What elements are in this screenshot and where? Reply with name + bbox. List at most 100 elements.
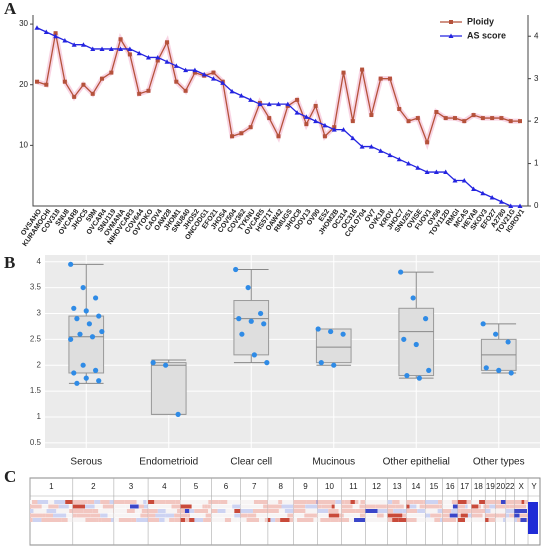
heat-cell — [517, 518, 521, 522]
heat-cell — [148, 504, 162, 509]
heat-cell — [202, 504, 205, 509]
heat-cell — [175, 500, 181, 504]
heat-cell — [489, 504, 496, 509]
heat-cell — [85, 504, 95, 509]
heat-cell — [470, 509, 472, 513]
heat-cell — [485, 504, 490, 509]
heat-cell — [430, 513, 442, 518]
ploidy-marker — [183, 88, 188, 93]
point — [248, 318, 254, 324]
y-tick-label: 2 — [37, 360, 42, 369]
ploidy-marker — [109, 70, 114, 75]
heat-cell — [377, 509, 388, 513]
heat-cell — [171, 504, 181, 509]
plot-background — [45, 255, 540, 448]
point — [416, 375, 422, 381]
point — [93, 295, 99, 301]
point — [99, 328, 105, 335]
heat-cell — [276, 513, 288, 518]
chrom-label: 3 — [129, 482, 134, 491]
as-marker — [322, 122, 328, 128]
as-marker — [341, 127, 347, 132]
as-marker — [99, 46, 105, 51]
heat-cell — [344, 500, 351, 504]
heat-cell — [263, 504, 268, 509]
heat-cell — [509, 504, 515, 509]
heat-cell — [37, 500, 49, 504]
as-marker — [62, 37, 68, 43]
box — [233, 300, 270, 356]
heat-cell — [72, 509, 84, 513]
heat-cell — [524, 500, 529, 504]
as-marker — [480, 190, 486, 196]
chrom-label: Y — [531, 482, 537, 491]
heat-cell — [154, 500, 166, 504]
as-marker — [489, 195, 495, 200]
heat-cell — [234, 513, 241, 518]
as-marker — [210, 76, 216, 81]
heat-cell — [365, 504, 376, 509]
ploidy-marker — [211, 70, 216, 75]
as-marker — [118, 46, 124, 51]
heat-cell — [54, 500, 66, 504]
heat-cell — [107, 513, 112, 518]
heat-cell — [180, 504, 192, 509]
heat-cell — [419, 504, 425, 509]
heat-cell — [495, 513, 500, 518]
heat-cell — [256, 513, 268, 518]
heat-cell — [232, 504, 241, 509]
as-marker — [433, 169, 439, 175]
heat-cell — [227, 500, 233, 504]
heat-cell — [159, 518, 165, 522]
heat-cell — [138, 509, 142, 513]
point — [328, 328, 334, 335]
chrom-label: 14 — [411, 482, 420, 491]
panel-label: C — [4, 467, 16, 486]
heat-cell — [416, 504, 420, 509]
heat-cell — [293, 500, 307, 504]
heat-cell — [442, 504, 453, 509]
ploidy-marker — [387, 76, 392, 81]
point — [508, 370, 514, 376]
heat-cell — [505, 509, 515, 513]
heat-cell — [65, 500, 73, 504]
point — [89, 334, 96, 340]
as-marker — [173, 63, 179, 68]
heat-cell — [80, 500, 88, 504]
heat-cell — [305, 504, 318, 509]
heat-cell — [220, 500, 228, 504]
as-marker — [461, 178, 467, 183]
heat-cell — [360, 500, 366, 504]
heat-cell — [289, 518, 294, 522]
heat-cell — [387, 513, 394, 518]
heat-cell — [365, 500, 374, 504]
heat-cell — [434, 518, 440, 522]
heat-cell — [240, 513, 248, 518]
heat-cell — [379, 513, 384, 518]
heat-cell — [125, 504, 131, 509]
heat-cell — [109, 509, 114, 513]
as-marker — [201, 71, 207, 77]
heat-cell — [165, 509, 178, 513]
as-marker — [396, 156, 402, 162]
heat-cell — [449, 513, 458, 518]
heat-cell — [258, 500, 268, 504]
point — [86, 321, 92, 327]
heat-cell — [527, 509, 529, 513]
point — [318, 360, 324, 366]
heat-cell — [69, 509, 73, 513]
heat-cell — [485, 500, 496, 504]
chrom-label: 1 — [49, 482, 54, 491]
as-marker — [285, 101, 291, 107]
heat-cell — [247, 513, 257, 518]
heat-cell — [224, 518, 232, 522]
point — [480, 321, 486, 327]
point — [71, 370, 77, 376]
heat-cell — [267, 518, 271, 522]
as-marker — [34, 25, 40, 30]
as-marker — [471, 186, 477, 192]
heat-cell — [161, 504, 172, 509]
heat-cell — [409, 509, 418, 513]
heat-cell — [240, 518, 247, 522]
heat-cell — [304, 513, 317, 518]
